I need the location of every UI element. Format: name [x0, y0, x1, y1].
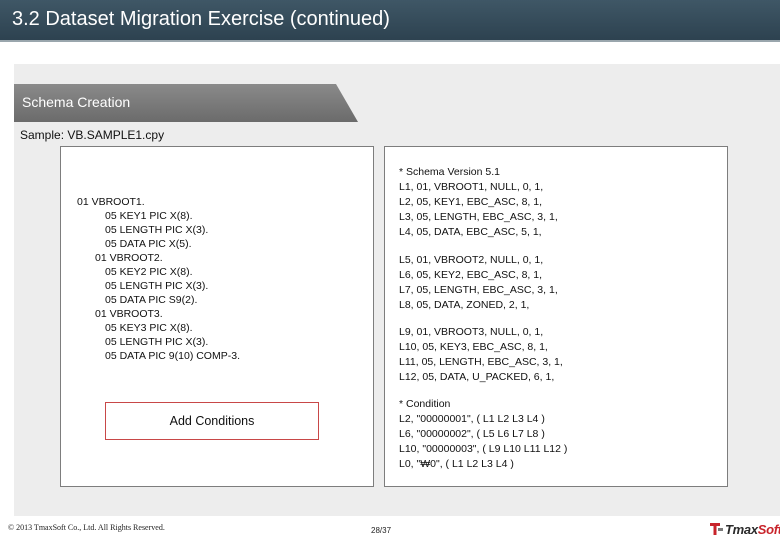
section-header: Schema Creation: [14, 84, 358, 122]
schema-line: L6, "00000002", ( L5 L6 L7 L8 ): [399, 428, 545, 440]
schema-line: L10, "00000003", ( L9 L10 L11 L12 ): [399, 443, 568, 455]
schema-line: L12, 05, DATA, U_PACKED, 6, 1,: [399, 371, 555, 383]
copybook-line: 05 KEY1 PIC X(8).: [105, 210, 193, 222]
sample-label: Sample: VB.SAMPLE1.cpy: [20, 128, 165, 142]
schema-line: L5, 01, VBROOT2, NULL, 0, 1,: [399, 254, 544, 266]
schema-line: L8, 05, DATA, ZONED, 2, 1,: [399, 299, 530, 311]
tmaxsoft-logo: TmaxSoft: [710, 520, 780, 538]
schema-line: L0, "₩0", ( L1 L2 L3 L4 ): [399, 458, 514, 470]
schema-box: * Schema Version 5.1 L1, 01, VBROOT1, NU…: [384, 146, 728, 487]
footer-copyright: © 2013 TmaxSoft Co., Ltd. All Rights Res…: [8, 523, 165, 532]
copybook-line: 05 KEY2 PIC X(8).: [105, 266, 193, 278]
slide-title: 3.2 Dataset Migration Exercise (continue…: [12, 8, 390, 30]
logo-text: TmaxSoft: [725, 521, 780, 537]
schema-line: L3, 05, LENGTH, EBC_ASC, 3, 1,: [399, 211, 558, 223]
schema-line: L6, 05, KEY2, EBC_ASC, 8, 1,: [399, 269, 542, 281]
copybook-line: 05 DATA PIC X(5).: [105, 238, 192, 250]
copybook-line: 05 LENGTH PIC X(3).: [105, 224, 209, 236]
schema-line: L7, 05, LENGTH, EBC_ASC, 3, 1,: [399, 284, 558, 296]
schema-condition-header: * Condition: [399, 398, 451, 410]
copybook-line: 05 DATA PIC S9(2).: [105, 294, 198, 306]
schema-line: L1, 01, VBROOT1, NULL, 0, 1,: [399, 181, 544, 193]
logo-mark-icon: [710, 523, 723, 535]
add-conditions-button[interactable]: Add Conditions: [105, 402, 319, 440]
copybook-line: 01 VBROOT2.: [95, 252, 163, 264]
schema-line: L2, "00000001", ( L1 L2 L3 L4 ): [399, 413, 545, 425]
copybook-line: 05 LENGTH PIC X(3).: [105, 280, 209, 292]
copybook-line: 05 LENGTH PIC X(3).: [105, 336, 209, 348]
copybook-line: 05 DATA PIC 9(10) COMP-3.: [105, 350, 240, 362]
copybook-line: 05 KEY3 PIC X(8).: [105, 322, 193, 334]
title-bar: 3.2 Dataset Migration Exercise (continue…: [0, 0, 780, 42]
schema-line: L9, 01, VBROOT3, NULL, 0, 1,: [399, 326, 544, 338]
schema-line: L10, 05, KEY3, EBC_ASC, 8, 1,: [399, 341, 548, 353]
copybook-line: 01 VBROOT3.: [95, 308, 163, 320]
schema-line: L4, 05, DATA, EBC_ASC, 5, 1,: [399, 226, 542, 238]
schema-line: * Schema Version 5.1: [399, 166, 500, 178]
section-header-label: Schema Creation: [22, 94, 131, 110]
schema-line: L11, 05, LENGTH, EBC_ASC, 3, 1,: [399, 356, 563, 368]
page-number: 28/37: [371, 526, 392, 535]
copybook-line: 01 VBROOT1.: [77, 196, 145, 208]
schema-line: L2, 05, KEY1, EBC_ASC, 8, 1,: [399, 196, 542, 208]
